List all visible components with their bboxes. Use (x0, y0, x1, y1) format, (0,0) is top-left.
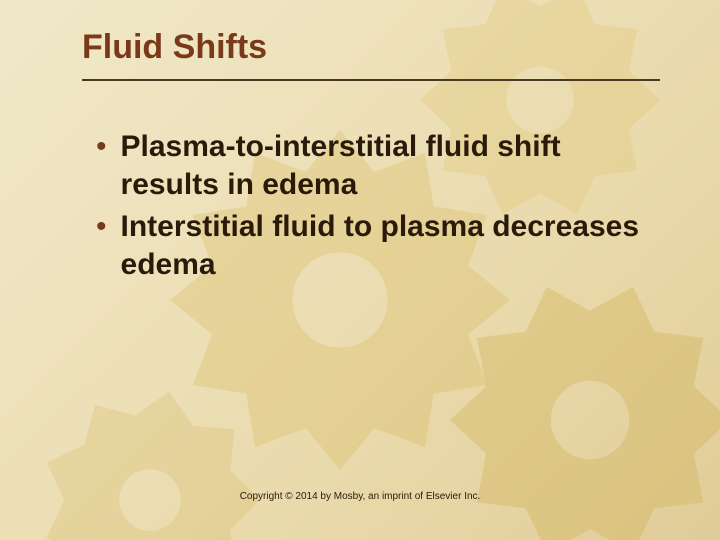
bullet-icon: • (96, 128, 107, 166)
copyright-text: Copyright © 2014 by Mosby, an imprint of… (0, 491, 720, 502)
bullet-text: Interstitial fluid to plasma decreases e… (121, 208, 660, 284)
bullet-item: • Interstitial fluid to plasma decreases… (96, 208, 660, 284)
slide-title: Fluid Shifts (82, 28, 660, 81)
title-block: Fluid Shifts (82, 28, 660, 81)
body-block: • Plasma-to-interstitial fluid shift res… (96, 128, 660, 288)
gear-icon (40, 390, 260, 540)
bullet-text: Plasma-to-interstitial fluid shift resul… (121, 128, 660, 204)
bullet-item: • Plasma-to-interstitial fluid shift res… (96, 128, 660, 204)
slide: Fluid Shifts • Plasma-to-interstitial fl… (0, 0, 720, 540)
bullet-icon: • (96, 208, 107, 246)
